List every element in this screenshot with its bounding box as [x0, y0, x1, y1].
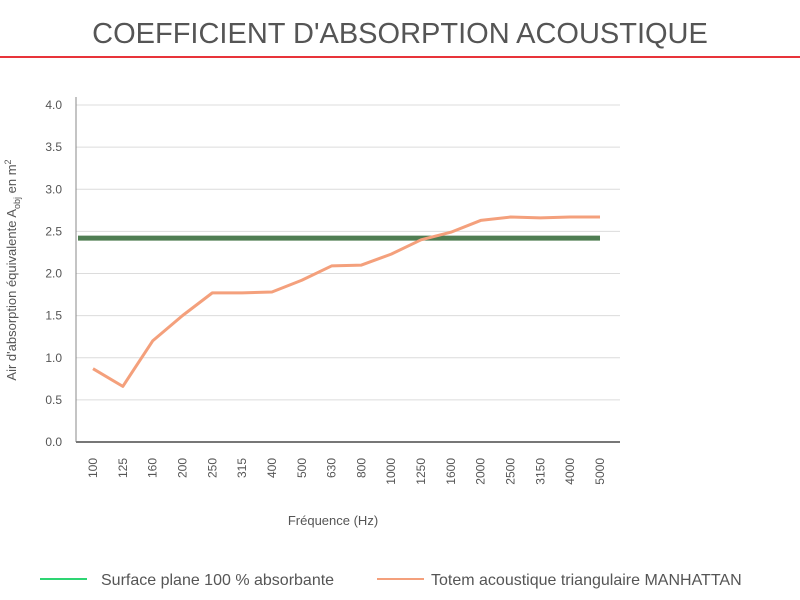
- chart-title: COEFFICIENT D'ABSORPTION ACOUSTIQUE: [92, 18, 708, 50]
- y-tick-label: 0.5: [45, 393, 62, 407]
- x-tick-label: 200: [175, 458, 189, 478]
- x-tick-label: 2500: [504, 458, 518, 485]
- y-tick-label: 3.5: [45, 140, 62, 154]
- y-label-suffix: en m: [4, 164, 19, 197]
- y-tick-label: 0.0: [45, 435, 62, 449]
- x-tick-label: 630: [325, 458, 339, 478]
- series-line: [92, 215, 600, 388]
- x-tick-label: 3150: [533, 458, 547, 485]
- x-tick-label: 1600: [444, 458, 458, 485]
- y-label-subscript: obj: [12, 197, 22, 209]
- y-tick-label: 4.0: [45, 98, 62, 112]
- x-tick-label: 800: [354, 458, 368, 478]
- y-tick-label: 3.0: [45, 182, 62, 196]
- y-tick-label: 2.0: [45, 267, 62, 281]
- y-label-superscript: 2: [3, 159, 13, 164]
- x-tick-label: 400: [265, 458, 279, 478]
- y-label-text: Air d'absorption équivalente A: [4, 209, 19, 381]
- legend-label: Totem acoustique triangulaire MANHATTAN: [431, 572, 742, 589]
- x-tick-label: 160: [146, 458, 160, 478]
- y-axis-label: Air d'absorption équivalente Aobj en m2: [3, 159, 22, 380]
- legend-label: Surface plane 100 % absorbante: [101, 572, 334, 589]
- x-tick-label: 315: [235, 458, 249, 478]
- x-tick-label: 4000: [563, 458, 577, 485]
- y-tick-label: 1.0: [45, 351, 62, 365]
- x-tick-label: 100: [86, 458, 100, 478]
- x-tick-label: 1000: [384, 458, 398, 485]
- x-tick-label: 500: [295, 458, 309, 478]
- y-tick-label: 2.5: [45, 224, 62, 238]
- x-tick-label: 5000: [593, 458, 607, 485]
- x-tick-label: 1250: [414, 458, 428, 485]
- x-tick-label: 2000: [474, 458, 488, 485]
- x-tick-label: 250: [205, 458, 219, 478]
- x-axis-label: Fréquence (Hz): [288, 513, 378, 528]
- x-tick-label: 125: [116, 458, 130, 478]
- y-tick-label: 1.5: [45, 309, 62, 323]
